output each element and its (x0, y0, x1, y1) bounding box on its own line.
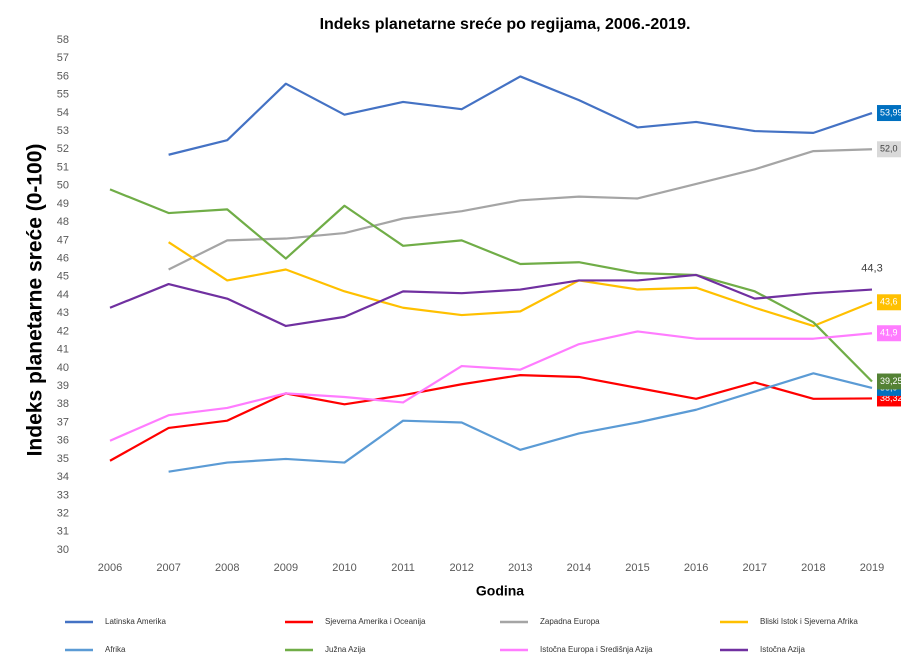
y-tick-label: 49 (57, 198, 69, 210)
legend-label: Istočna Azija (760, 645, 805, 654)
y-tick-label: 58 (57, 34, 69, 46)
data-label: 39,25 (880, 376, 901, 386)
y-tick-label: 30 (57, 544, 69, 556)
x-tick-label: 2014 (567, 562, 591, 574)
x-tick-label: 2018 (801, 562, 825, 574)
data-label-box (877, 373, 901, 390)
y-tick-label: 56 (57, 70, 69, 82)
x-tick-label: 2008 (215, 562, 239, 574)
x-tick-label: 2017 (743, 562, 767, 574)
y-tick-label: 41 (57, 344, 69, 356)
y-tick-label: 31 (57, 526, 69, 538)
chart-title: Indeks planetarne sreće po regijama, 200… (320, 16, 691, 33)
x-tick-label: 2013 (508, 562, 532, 574)
data-label: 52,0 (880, 144, 898, 154)
y-tick-label: 50 (57, 180, 69, 192)
y-tick-label: 54 (57, 107, 69, 119)
data-label: 41,9 (880, 328, 898, 338)
data-label: 53,99 (880, 107, 901, 117)
series-line (109, 188, 873, 383)
y-tick-label: 46 (57, 252, 69, 264)
y-tick-label: 36 (57, 435, 69, 447)
y-tick-label: 32 (57, 507, 69, 519)
legend-label: Bliski Istok i Sjeverna Afrika (760, 617, 858, 626)
y-tick-label: 38 (57, 398, 69, 410)
series-line (109, 330, 873, 442)
legend-label: Sjeverna Amerika i Oceanija (325, 617, 426, 626)
y-tick-label: 34 (57, 471, 69, 483)
legend-label: Latinska Amerika (105, 617, 166, 626)
x-tick-label: 2009 (274, 562, 298, 574)
y-tick-label: 47 (57, 234, 69, 246)
y-axis-label: Indeks planetarne sreće (0-100) (24, 144, 47, 457)
series-line (168, 75, 873, 156)
y-tick-label: 53 (57, 125, 69, 137)
x-tick-label: 2011 (391, 562, 415, 574)
legend-label: Afrika (105, 645, 126, 654)
legend-label: Južna Azija (325, 645, 366, 654)
y-tick-label: 57 (57, 52, 69, 64)
y-tick-label: 51 (57, 161, 69, 173)
y-tick-label: 48 (57, 216, 69, 228)
x-tick-label: 2012 (449, 562, 473, 574)
data-label: 43,6 (880, 297, 898, 307)
series-line (168, 148, 873, 271)
series-line (168, 372, 873, 473)
x-axis-label: Godina (476, 583, 524, 599)
y-tick-label: 33 (57, 489, 69, 501)
y-tick-label: 43 (57, 307, 69, 319)
x-tick-label: 2016 (684, 562, 708, 574)
x-tick-label: 2007 (156, 562, 180, 574)
x-tick-label: 2019 (860, 562, 884, 574)
series-line (168, 241, 873, 328)
data-label: 38,32 (880, 393, 901, 403)
y-tick-label: 39 (57, 380, 69, 392)
data-label-box (877, 141, 901, 158)
y-tick-label: 37 (57, 416, 69, 428)
series-line (109, 374, 873, 462)
y-tick-label: 44 (57, 289, 69, 301)
series-line (109, 273, 873, 328)
y-tick-label: 42 (57, 325, 69, 337)
data-label-box (877, 294, 901, 311)
data-label-box (877, 325, 901, 342)
legend-label: Istočna Europa i Središnja Azija (540, 645, 653, 654)
data-label: 44,3 (861, 262, 882, 274)
x-tick-label: 2010 (332, 562, 356, 574)
x-tick-label: 2015 (625, 562, 649, 574)
y-tick-label: 55 (57, 89, 69, 101)
x-tick-label: 2006 (98, 562, 122, 574)
data-label-box (877, 105, 901, 122)
y-tick-label: 45 (57, 271, 69, 283)
legend-label: Zapadna Europa (540, 617, 600, 626)
y-tick-label: 52 (57, 143, 69, 155)
y-tick-label: 40 (57, 362, 69, 374)
y-tick-label: 35 (57, 453, 69, 465)
